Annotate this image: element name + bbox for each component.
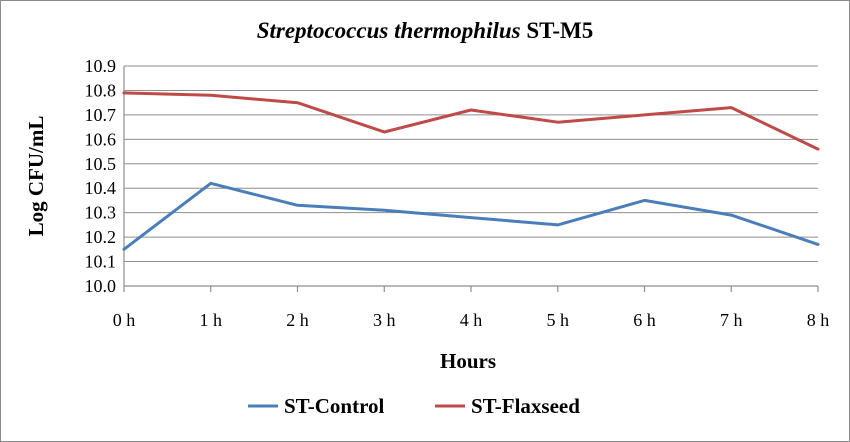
y-tick-label: 10.8 [85, 80, 117, 100]
x-tick-label: 7 h [720, 310, 743, 330]
chart-title-rest: ST-M5 [521, 18, 594, 43]
chart-title-italic: Streptococcus thermophilus [257, 18, 521, 43]
x-tick-label: 4 h [460, 310, 483, 330]
x-tick-label: 3 h [373, 310, 396, 330]
legend-label: ST-Control [284, 394, 385, 418]
y-tick-label: 10.9 [85, 56, 117, 76]
series-lines [122, 91, 820, 251]
x-tick-label: 0 h [113, 310, 136, 330]
y-tick-label: 10.2 [85, 227, 117, 247]
x-tick-label: 6 h [633, 310, 656, 330]
x-tick-label: 5 h [547, 310, 570, 330]
series-line-st-control [122, 181, 820, 251]
y-tick-label: 10.1 [85, 252, 117, 272]
x-tick-label: 8 h [807, 310, 830, 330]
legend: ST-Control ST-Flaxseed [248, 394, 580, 418]
legend-label: ST-Flaxseed [471, 394, 580, 418]
legend-entry: ST-Flaxseed [435, 394, 580, 418]
y-axis-label: Log CFU/mL [24, 116, 48, 237]
y-tick-label: 10.4 [85, 178, 117, 198]
y-tick-label: 10.0 [85, 276, 117, 296]
y-tick-labels: 10.0 10.1 10.2 10.3 10.4 10.5 10.6 10.7 10.8 10.9 [85, 56, 117, 296]
legend-entry: ST-Control [248, 394, 385, 418]
series-line-st-flaxseed [122, 91, 820, 151]
x-tick-label: 1 h [200, 310, 223, 330]
x-axis-label: Hours [440, 349, 496, 373]
y-tick-label: 10.5 [85, 154, 117, 174]
x-tick-labels: 0 h 1 h 2 h 3 h 4 h 5 h 6 h 7 h 8 h [113, 310, 830, 330]
gridlines [124, 65, 818, 263]
x-tick-label: 2 h [286, 310, 309, 330]
y-tick-label: 10.6 [85, 129, 117, 149]
chart-title: Streptococcus thermophilus ST-M5 [257, 18, 594, 43]
y-tick-label: 10.7 [85, 105, 117, 125]
axes [123, 66, 819, 292]
y-tick-label: 10.3 [85, 203, 117, 223]
